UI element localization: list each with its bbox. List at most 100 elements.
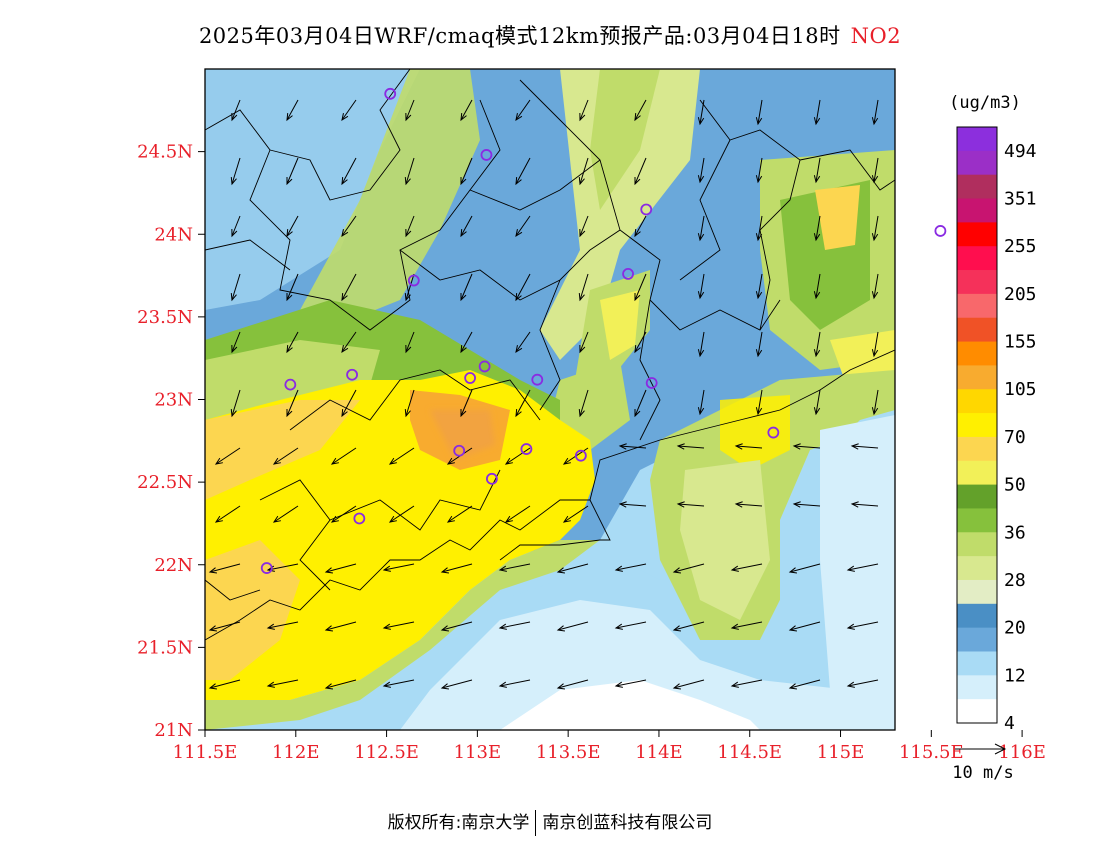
wind-arrowhead (730, 565, 739, 572)
station-marker (260, 562, 273, 574)
wind-arrow (505, 505, 531, 523)
legend-swatch (957, 556, 997, 581)
wind-arrow (789, 563, 821, 573)
wind-arrowhead (697, 175, 705, 184)
wind-arrow (699, 331, 705, 357)
wind-arrowhead (286, 228, 293, 238)
wind-arrowhead (230, 408, 237, 418)
wind-arrow (789, 621, 821, 631)
wind-arrowhead (231, 228, 238, 238)
wind-arrowhead (272, 515, 281, 523)
wind-arrowhead (388, 457, 397, 465)
wind-arrow (515, 99, 531, 121)
wind-arrowhead (460, 408, 467, 418)
wind-reference: 10 m/s (952, 743, 1014, 783)
wind-arrow (615, 563, 647, 571)
wind-arrow (267, 679, 299, 687)
wind-arrowhead (562, 457, 571, 465)
wind-arrow (286, 215, 299, 237)
wind-arrow (341, 215, 357, 237)
wind-arrow (215, 447, 241, 465)
footer-separator (535, 810, 537, 836)
wind-arrow (634, 99, 647, 121)
wind-arrowhead (618, 443, 627, 450)
wind-arrowhead (440, 567, 450, 574)
wind-arrowhead (504, 515, 513, 523)
legend-swatch (957, 436, 997, 462)
wind-arrow (815, 99, 821, 125)
wind-arrowhead (579, 344, 586, 354)
wind-arrowhead (755, 117, 763, 126)
legend-label: 351 (1004, 189, 1037, 210)
station-marker (284, 378, 297, 391)
wind-arrowhead (788, 683, 798, 690)
wind-arrow (873, 389, 879, 415)
legend-label: 4 (1004, 713, 1015, 734)
wind-arrow (209, 679, 241, 689)
wind-arrowhead (618, 501, 627, 508)
wind-arrowhead (846, 565, 855, 572)
wind-arrowhead (446, 515, 455, 523)
wind-arrowhead (405, 344, 412, 354)
legend-swatch (957, 508, 997, 533)
wind-arrow (325, 679, 357, 689)
legend-frame (956, 126, 998, 724)
wind-arrow (499, 679, 531, 687)
wind-arrow (634, 215, 647, 237)
legend-label: 105 (1004, 379, 1037, 400)
wind-arrow (873, 99, 879, 125)
wind-arrowhead (755, 291, 763, 300)
wind-arrowhead (382, 565, 391, 572)
station-marker (645, 377, 658, 389)
wind-arrow (677, 445, 705, 449)
wind-arrowhead (515, 345, 523, 354)
wind-arrow (873, 273, 879, 299)
station-marker (622, 268, 634, 280)
wind-arrow (209, 621, 241, 631)
wind-arrow (789, 679, 821, 689)
wind-arrow (634, 389, 647, 417)
lat-tick-label: 21N (154, 720, 193, 741)
legend-label: 255 (1004, 236, 1037, 257)
longitude-axis: 111.5E 112E 112.5E 113E 113.5E 114E 114.5E 115E… (173, 730, 1046, 763)
lon-tick-label: 114.5E (717, 742, 782, 763)
wind-arrowhead (460, 344, 467, 354)
copyright-footer: 版权所有:南京大学 南京创蓝科技有限公司 (0, 808, 1100, 836)
wind-arrowhead (405, 228, 412, 238)
lon-tick-label: 115.5E (899, 742, 964, 763)
legend-label: 36 (1004, 522, 1026, 543)
wind-arrow (699, 273, 705, 299)
wind-arrow (847, 563, 879, 571)
wind-arrow (273, 505, 299, 523)
wind-arrow (331, 505, 357, 523)
wind-arrow (325, 563, 357, 573)
wind-arrow (515, 331, 531, 353)
legend-label: 205 (1004, 284, 1037, 305)
legend-swatch (957, 389, 997, 414)
wind-arrowhead (850, 443, 859, 450)
wind-arrow (405, 331, 415, 353)
wind-arrowhead (341, 408, 348, 418)
wind-arrow (505, 447, 531, 465)
wind-arrowhead (672, 683, 682, 690)
wind-arrowhead (382, 681, 391, 688)
legend-label: 28 (1004, 570, 1026, 591)
wind-arrow (847, 621, 879, 629)
wind-arrowhead (515, 113, 523, 122)
wind-arrow (557, 679, 589, 689)
wind-arrowhead (404, 176, 411, 186)
wind-arrow (231, 273, 241, 301)
title-pollutant: NO2 (850, 24, 902, 48)
wind-arrowhead (813, 291, 821, 300)
wind-arrow (615, 621, 647, 629)
wind-arrow (615, 679, 647, 687)
wind-arrowhead (266, 623, 275, 630)
lat-tick-label: 24.5N (137, 142, 193, 163)
wind-arrow (389, 505, 415, 523)
wind-arrow (383, 621, 415, 629)
wind-arrow (441, 679, 473, 689)
wind-arrow (735, 445, 763, 449)
wind-arrow (460, 273, 473, 301)
wind-arrowhead (460, 176, 467, 186)
legend-swatch (957, 413, 997, 438)
